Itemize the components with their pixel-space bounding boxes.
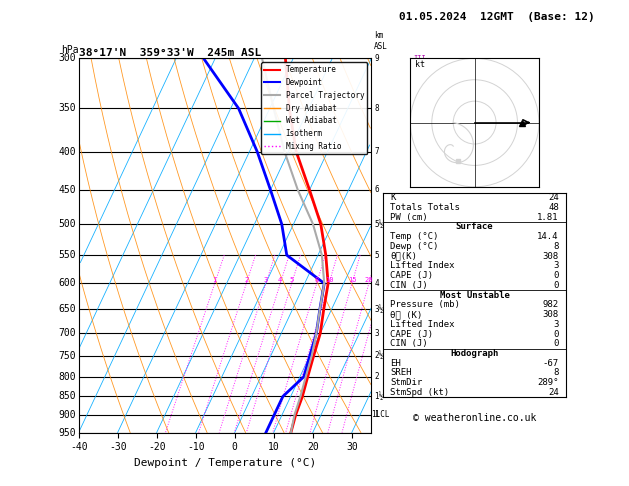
Text: CAPE (J): CAPE (J) <box>391 271 433 280</box>
Text: Totals Totals: Totals Totals <box>391 203 460 212</box>
Text: 800: 800 <box>58 372 75 382</box>
Text: 3½: 3½ <box>374 305 384 314</box>
Text: 0: 0 <box>554 339 559 348</box>
Text: 850: 850 <box>58 391 75 401</box>
Text: 10: 10 <box>325 278 333 283</box>
Text: kt: kt <box>415 60 425 69</box>
Text: 5: 5 <box>289 278 294 283</box>
Text: Pressure (mb): Pressure (mb) <box>391 300 460 309</box>
Text: Most Unstable: Most Unstable <box>440 291 509 299</box>
Text: θᴄ (K): θᴄ (K) <box>391 310 423 319</box>
Text: 3: 3 <box>264 278 268 283</box>
Text: 38°17'N  359°33'W  245m ASL: 38°17'N 359°33'W 245m ASL <box>79 48 261 57</box>
Text: SREH: SREH <box>391 368 412 378</box>
Text: 8: 8 <box>554 368 559 378</box>
Text: 950: 950 <box>58 428 75 437</box>
Text: CAPE (J): CAPE (J) <box>391 330 433 339</box>
Text: 1: 1 <box>374 411 379 419</box>
Text: 7: 7 <box>374 147 379 156</box>
Text: 1½: 1½ <box>374 392 384 401</box>
Text: 600: 600 <box>58 278 75 288</box>
Text: 400: 400 <box>58 147 75 156</box>
Text: 4: 4 <box>278 278 282 283</box>
Text: 8: 8 <box>314 278 319 283</box>
Text: 2: 2 <box>374 372 379 381</box>
Legend: Temperature, Dewpoint, Parcel Trajectory, Dry Adiabat, Wet Adiabat, Isotherm, Mi: Temperature, Dewpoint, Parcel Trajectory… <box>261 62 367 154</box>
Text: 15: 15 <box>348 278 356 283</box>
Text: 350: 350 <box>58 104 75 113</box>
Text: 8: 8 <box>554 242 559 251</box>
Text: 0: 0 <box>554 271 559 280</box>
Text: 9: 9 <box>374 54 379 63</box>
Text: III—: III— <box>414 149 431 155</box>
Text: PW (cm): PW (cm) <box>391 213 428 222</box>
Text: 01.05.2024  12GMT  (Base: 12): 01.05.2024 12GMT (Base: 12) <box>399 12 595 22</box>
Text: 3: 3 <box>554 261 559 270</box>
Text: III—: III— <box>414 330 431 336</box>
Text: km
ASL: km ASL <box>374 32 388 51</box>
Text: StmSpd (kt): StmSpd (kt) <box>391 388 450 397</box>
Text: 2½: 2½ <box>374 351 384 360</box>
Text: 550: 550 <box>58 250 75 260</box>
Text: 0: 0 <box>554 330 559 339</box>
Text: 8: 8 <box>374 104 379 113</box>
Text: Surface: Surface <box>456 223 494 231</box>
Text: Mixing Ratio (g/kg): Mixing Ratio (g/kg) <box>396 194 405 296</box>
Text: 700: 700 <box>58 329 75 338</box>
Text: 24: 24 <box>548 193 559 202</box>
Text: 4: 4 <box>374 279 379 288</box>
Text: EH: EH <box>391 359 401 368</box>
Text: K: K <box>391 193 396 202</box>
Text: 450: 450 <box>58 185 75 195</box>
Text: III—: III— <box>414 55 431 61</box>
X-axis label: Dewpoint / Temperature (°C): Dewpoint / Temperature (°C) <box>134 458 316 468</box>
Text: CIN (J): CIN (J) <box>391 339 428 348</box>
Text: Temp (°C): Temp (°C) <box>391 232 439 241</box>
Text: -67: -67 <box>543 359 559 368</box>
Text: 650: 650 <box>58 304 75 314</box>
Text: III—: III— <box>414 394 431 399</box>
Text: Hodograph: Hodograph <box>450 349 499 358</box>
Text: 308: 308 <box>543 252 559 260</box>
Text: 3: 3 <box>554 320 559 329</box>
Text: Lifted Index: Lifted Index <box>391 261 455 270</box>
Text: 1LCL: 1LCL <box>372 411 390 419</box>
Text: hPa: hPa <box>61 45 79 54</box>
Text: 6: 6 <box>374 186 379 194</box>
Text: 982: 982 <box>543 300 559 309</box>
Text: 1: 1 <box>213 278 217 283</box>
Text: CIN (J): CIN (J) <box>391 281 428 290</box>
Text: 308: 308 <box>543 310 559 319</box>
Text: III—: III— <box>414 221 431 227</box>
Text: 300: 300 <box>58 53 75 63</box>
Text: StmDir: StmDir <box>391 378 423 387</box>
Text: 0: 0 <box>554 281 559 290</box>
Text: 5: 5 <box>374 251 379 260</box>
Text: Lifted Index: Lifted Index <box>391 320 455 329</box>
Text: 48: 48 <box>548 203 559 212</box>
Text: 500: 500 <box>58 219 75 229</box>
Text: 289°: 289° <box>537 378 559 387</box>
Text: 750: 750 <box>58 351 75 361</box>
Text: 900: 900 <box>58 410 75 420</box>
Text: θᴄ(K): θᴄ(K) <box>391 252 418 260</box>
Text: © weatheronline.co.uk: © weatheronline.co.uk <box>413 413 537 423</box>
Text: 1.81: 1.81 <box>537 213 559 222</box>
Text: 3: 3 <box>374 329 379 338</box>
Text: 14.4: 14.4 <box>537 232 559 241</box>
Text: Dewp (°C): Dewp (°C) <box>391 242 439 251</box>
Text: 24: 24 <box>548 388 559 397</box>
Text: 20: 20 <box>365 278 373 283</box>
Text: 2: 2 <box>244 278 248 283</box>
Text: 5½: 5½ <box>374 220 384 228</box>
